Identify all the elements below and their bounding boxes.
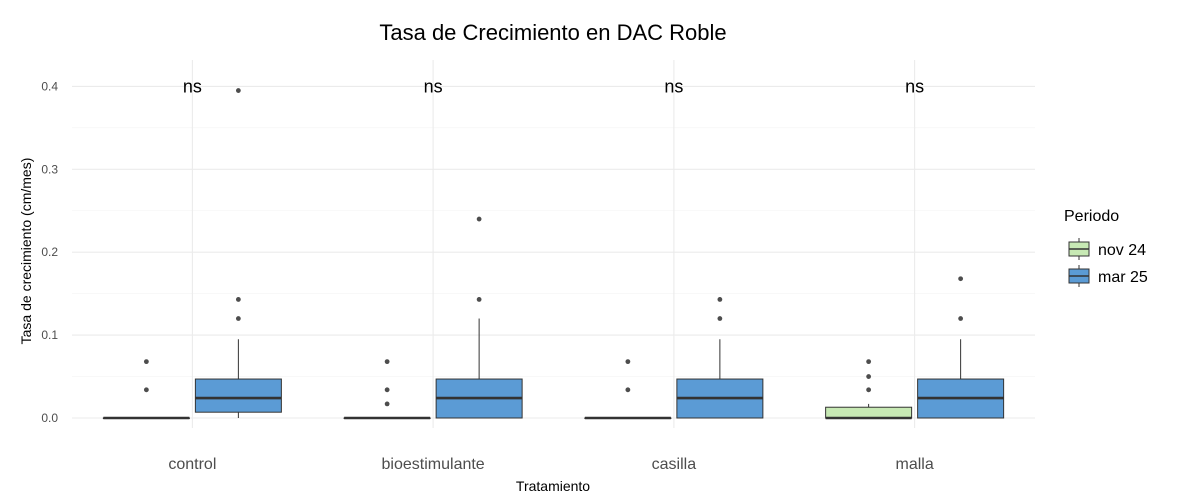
outlier-point <box>866 359 872 365</box>
significance-label: ns <box>424 76 443 96</box>
outlier-point <box>235 88 241 93</box>
x-axis-title: Tratamiento <box>516 478 590 494</box>
outlier-point <box>143 387 149 393</box>
significance-label: ns <box>664 76 683 96</box>
y-tick-label: 0.2 <box>41 245 58 259</box>
y-axis: 0.0 0.1 0.2 0.3 0.4 <box>41 79 58 425</box>
x-tick-label: casilla <box>652 456 697 473</box>
boxes <box>102 88 1005 420</box>
outlier-point <box>384 359 390 365</box>
outlier-point <box>866 387 872 393</box>
outlier-point <box>384 401 390 407</box>
outlier-point <box>143 359 149 365</box>
x-tick-label: control <box>168 456 216 473</box>
box-rect <box>825 406 913 419</box>
y-tick-label: 0.4 <box>41 79 58 93</box>
outlier-point <box>625 387 631 393</box>
box-group <box>584 359 672 420</box>
legend-title: Periodo <box>1064 208 1119 225</box>
outlier-point <box>625 359 631 365</box>
significance-label: ns <box>183 76 202 96</box>
grid-lines <box>72 60 1035 428</box>
legend: Periodo nov 24 mar 25 <box>1064 208 1148 287</box>
chart-title: Tasa de Crecimiento en DAC Roble <box>379 20 726 45</box>
box-group <box>917 276 1005 419</box>
box-group <box>343 359 431 420</box>
outlier-point <box>235 316 241 321</box>
y-tick-label: 0.3 <box>41 162 58 176</box>
x-tick-label: malla <box>896 456 934 473</box>
box-rect <box>194 378 282 413</box>
outlier-point <box>384 387 390 393</box>
box-group <box>102 359 190 420</box>
legend-label: nov 24 <box>1098 242 1146 259</box>
outlier-point <box>476 216 482 222</box>
box-group <box>194 88 282 418</box>
y-tick-label: 0.0 <box>41 411 58 425</box>
outlier-point <box>717 316 723 321</box>
significance-labels: ns ns ns ns <box>183 76 924 96</box>
outlier-point <box>235 297 241 302</box>
outlier-point <box>866 374 872 379</box>
outlier-point <box>717 297 723 302</box>
y-tick-label: 0.1 <box>41 328 58 342</box>
x-axis: control bioestimulante casilla malla <box>168 456 933 473</box>
box-group <box>825 359 913 420</box>
significance-label: ns <box>905 76 924 96</box>
box-group <box>435 216 523 419</box>
box-group <box>676 297 764 419</box>
y-axis-title: Tasa de crecimiento (cm/mes) <box>18 158 34 345</box>
outlier-point <box>476 297 482 302</box>
legend-label: mar 25 <box>1098 269 1148 286</box>
outlier-point <box>958 276 964 282</box>
x-tick-label: bioestimulante <box>382 456 485 473</box>
outlier-point <box>958 316 964 321</box>
